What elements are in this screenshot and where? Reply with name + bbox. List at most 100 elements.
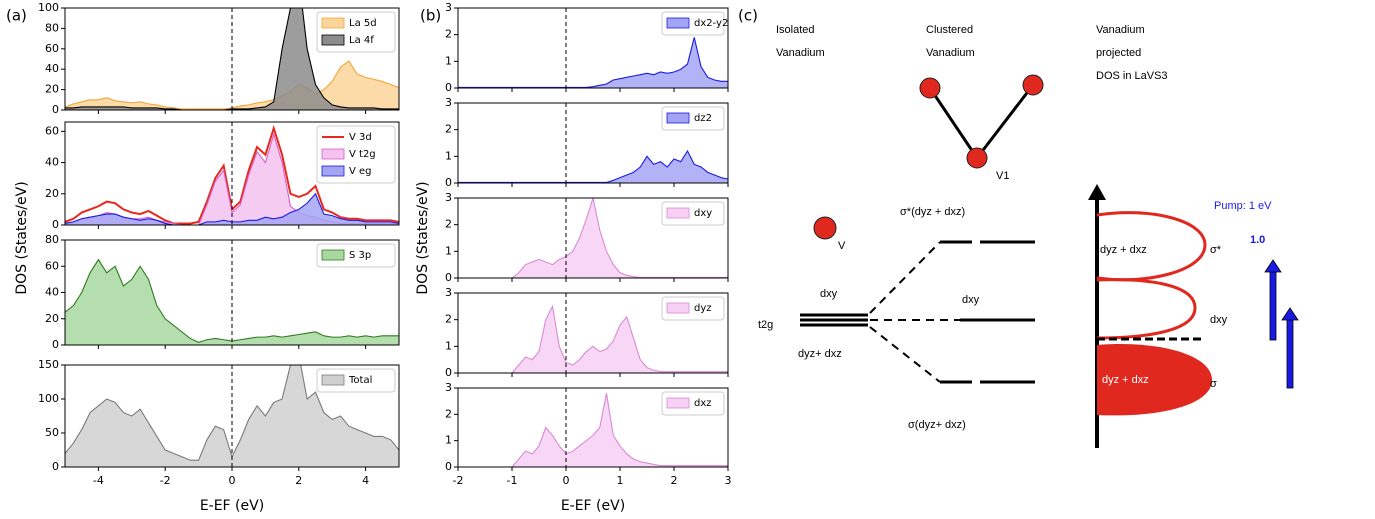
legend-swatch — [321, 249, 345, 261]
series-line — [458, 149, 728, 183]
panel-label: (b) — [420, 7, 441, 25]
y-tick-label: 2 — [445, 28, 452, 41]
legend-label: V eg — [349, 166, 372, 177]
legend-swatch — [321, 374, 345, 386]
connector — [869, 326, 941, 383]
legend-label: dxy — [694, 208, 712, 219]
legend-label: dz2 — [694, 113, 712, 124]
level-label: t2g — [758, 319, 773, 331]
x-tick-label: 3 — [725, 474, 732, 487]
bond — [928, 87, 979, 159]
subplot: 0 20 40 60 80 100 La 5d La 4f — [38, 1, 400, 116]
column-title: Clustered — [926, 24, 973, 36]
axis-arrow — [1088, 184, 1106, 200]
connector — [869, 241, 941, 314]
y-tick-label: 3 — [445, 1, 452, 14]
plot-area — [458, 149, 728, 183]
subplot: 0 1 2 3 -2 -1 0 1 2 3 dxz — [445, 381, 732, 487]
y-tick-label: 100 — [38, 1, 59, 14]
subplot: 0 1 2 3 dx2-y2 — [445, 1, 729, 94]
axes-frame — [457, 387, 729, 468]
y-tick-label: 60 — [45, 42, 59, 55]
y-tick-label: 1 — [445, 54, 452, 67]
legend-swatch — [321, 34, 345, 46]
level-label: dxy — [820, 288, 838, 300]
x-tick-label: 2 — [671, 474, 678, 487]
y-tick-label: 80 — [45, 233, 59, 246]
axes-frame — [457, 197, 729, 279]
pump-value: 1.0 — [1250, 234, 1265, 246]
column-title: Vanadium — [926, 47, 975, 59]
pump-arrow — [1281, 307, 1299, 321]
area-fill — [458, 198, 728, 278]
legend-swatch — [321, 148, 345, 160]
legend-label: Total — [348, 375, 372, 386]
y-tick-label: 0 — [445, 366, 452, 379]
x-axis-label: E-EF (eV) — [200, 498, 264, 514]
y-tick-label: 0 — [445, 176, 452, 189]
area-fill — [458, 151, 728, 183]
axes-frame — [457, 102, 729, 184]
y-tick-label: 1 — [445, 434, 452, 447]
series-line — [458, 304, 728, 373]
y-tick-label: 0 — [52, 338, 59, 351]
pump-label: Pump: 1 eV — [1214, 200, 1272, 212]
legend-swatch — [666, 397, 690, 409]
y-tick-label: 0 — [52, 218, 59, 231]
legend-label: V 3d — [349, 132, 372, 143]
charts: (a) DOS (States/eV) E-EF (eV) (b) DOS (State… — [6, 1, 758, 514]
column-title: Vanadium — [1096, 24, 1145, 36]
y-tick-label: 50 — [45, 426, 59, 439]
column-title: Vanadium — [776, 47, 825, 59]
y-tick-label: 150 — [38, 358, 59, 371]
x-tick-label: 2 — [295, 474, 302, 487]
y-tick-label: 100 — [38, 392, 59, 405]
y-axis-label: DOS (States/eV) — [14, 181, 30, 294]
x-tick-label: 1 — [617, 474, 624, 487]
y-tick-label: 0 — [52, 103, 59, 116]
lobe-label: dyz + dxz — [1102, 374, 1149, 386]
y-tick-label: 1 — [445, 339, 452, 352]
area-fill — [458, 306, 728, 373]
subplot: 0 20 40 60 80 S 3p — [45, 233, 400, 351]
lobe-label: σ — [1210, 378, 1217, 390]
panel-label: (a) — [6, 7, 27, 25]
atom — [1022, 74, 1044, 96]
y-tick-label: 1 — [445, 244, 452, 257]
y-tick-label: 3 — [445, 191, 452, 204]
bond — [975, 84, 1035, 159]
legend-swatch — [321, 165, 345, 177]
atom-label: V1 — [996, 170, 1009, 182]
y-tick-label: 3 — [445, 381, 452, 394]
y-tick-label: 2 — [445, 218, 452, 231]
column-title: Isolated — [776, 24, 815, 36]
x-tick-label: -2 — [160, 474, 171, 487]
y-tick-label: 0 — [445, 271, 452, 284]
subplot: 0 20 40 60 V 3d V t2g V eg — [45, 121, 400, 231]
plot-area — [458, 37, 728, 88]
area-fill — [458, 393, 728, 467]
lobe-label: σ* — [1210, 244, 1222, 256]
x-tick-label: 0 — [229, 474, 236, 487]
atom — [919, 77, 941, 99]
lobe-label: dyz + dxz — [1100, 244, 1147, 256]
atom — [966, 147, 988, 169]
subplot: 0 1 2 3 dyz — [445, 286, 729, 379]
legend-swatch — [666, 207, 690, 219]
lobe-label: dxy — [1210, 314, 1228, 326]
y-tick-label: 2 — [445, 313, 452, 326]
legend-label: dx2-y2 — [694, 18, 728, 29]
y-tick-label: 2 — [445, 123, 452, 136]
level-label: σ(dyz+ dxz) — [908, 419, 966, 431]
x-tick-label: 4 — [362, 474, 369, 487]
atom — [813, 216, 837, 240]
column-title: DOS in LaVS3 — [1096, 70, 1168, 82]
y-tick-label: 20 — [45, 312, 59, 325]
subplot: 0 50 100 150 -4 -2 0 2 4 Total — [38, 358, 400, 487]
axes-frame — [457, 292, 729, 374]
legend-label: S 3p — [349, 250, 371, 261]
y-tick-label: 80 — [45, 21, 59, 34]
atom-label: V — [838, 240, 846, 252]
legend-swatch — [666, 112, 690, 124]
